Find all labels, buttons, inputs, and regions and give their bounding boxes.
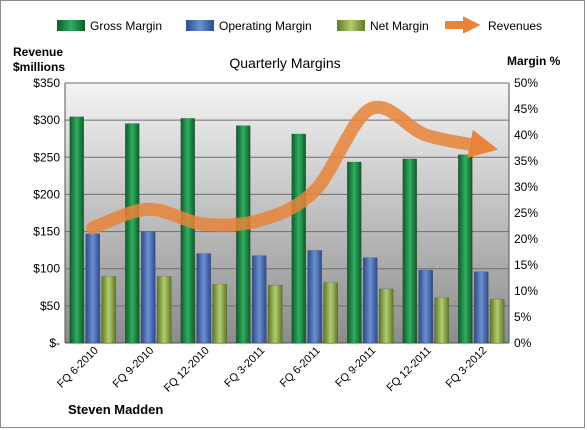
x-tick-label: FQ 3-2011	[222, 345, 267, 390]
bar-net-margin	[268, 285, 283, 344]
bar-gross-margin	[291, 133, 306, 344]
left-axis-title-line1: Revenue	[13, 45, 63, 59]
bar-gross-margin	[347, 161, 362, 344]
right-axis-ticks: 0% 5% 10% 15% 20% 25% 30% 35% 40% 45% 50%	[514, 76, 538, 350]
bar-operating-margin	[252, 255, 267, 344]
legend-item-revenues: Revenues	[445, 16, 542, 34]
legend-label-revenues: Revenues	[488, 19, 542, 33]
right-tick-label: 15%	[514, 258, 538, 272]
right-tick-label: 20%	[514, 232, 538, 246]
left-tick-label: $200	[33, 187, 60, 201]
left-tick-label: $150	[33, 225, 60, 239]
left-tick-label: $-	[49, 336, 60, 350]
x-tick-label: FQ 12-2010	[162, 345, 212, 395]
bar-net-margin	[323, 282, 338, 344]
bar-net-margin	[434, 297, 449, 344]
bar-operating-margin	[474, 271, 489, 344]
bar-operating-margin	[141, 231, 156, 344]
x-tick-label: FQ 9-2010	[111, 345, 157, 391]
chart-title: Quarterly Margins	[229, 55, 340, 71]
bar-operating-margin	[307, 250, 322, 344]
right-tick-label: 0%	[514, 336, 532, 350]
line-revenues	[86, 100, 499, 235]
bar-net-margin	[490, 299, 505, 344]
x-tick-label: FQ 12-2011	[384, 345, 433, 394]
bar-operating-margin	[418, 269, 433, 344]
left-axis-title-line2: $millions	[13, 60, 65, 74]
legend-label-net-margin: Net Margin	[370, 19, 429, 33]
bar-gross-margin	[402, 158, 417, 344]
left-tick-label: $250	[33, 150, 60, 164]
legend-label-gross-margin: Gross Margin	[90, 19, 162, 33]
legend-item-gross-margin: Gross Margin	[57, 19, 162, 33]
bar-net-margin	[101, 276, 116, 344]
x-tick-label: FQ 6-2010	[55, 345, 101, 391]
bar-gross-margin	[69, 116, 84, 344]
legend-label-operating-margin: Operating Margin	[219, 19, 312, 33]
legend-swatch-net-margin	[337, 20, 365, 31]
bar-net-margin	[212, 283, 227, 344]
right-tick-label: 50%	[514, 76, 538, 90]
bar-operating-margin	[196, 253, 211, 344]
right-tick-label: 35%	[514, 154, 538, 168]
right-axis-title: Margin %	[507, 54, 561, 68]
right-tick-label: 5%	[514, 310, 532, 324]
bar-net-margin	[379, 288, 394, 344]
bar-gross-margin	[180, 118, 195, 344]
footer-company-name: Steven Madden	[68, 402, 163, 417]
left-axis-ticks: $- $50 $100 $150 $200 $250 $300 $350	[33, 76, 60, 350]
bar-gross-margin	[458, 154, 473, 344]
x-axis-ticks: FQ 6-2010 FQ 9-2010 FQ 12-2010 FQ 3-2011 FQ …	[55, 345, 489, 395]
bar-operating-margin	[363, 257, 378, 344]
legend-swatch-gross-margin	[57, 20, 85, 31]
left-tick-label: $100	[33, 262, 60, 276]
right-tick-label: 45%	[514, 102, 538, 116]
bar-net-margin	[157, 276, 172, 344]
left-tick-label: $50	[40, 299, 60, 313]
legend-item-net-margin: Net Margin	[337, 19, 429, 33]
right-tick-label: 10%	[514, 284, 538, 298]
bar-gross-margin	[236, 125, 251, 344]
left-tick-label: $350	[33, 76, 60, 90]
legend: Gross Margin Operating Margin Net Margin…	[57, 16, 542, 34]
legend-swatch-operating-margin	[186, 20, 214, 31]
right-tick-label: 30%	[514, 180, 538, 194]
bar-gross-margin	[125, 123, 140, 344]
legend-item-operating-margin: Operating Margin	[186, 19, 312, 33]
x-tick-label: FQ 9-2011	[333, 345, 378, 390]
left-tick-label: $300	[33, 113, 60, 127]
bar-operating-margin	[85, 233, 100, 344]
x-tick-label: FQ 6-2011	[278, 345, 323, 390]
x-tick-label: FQ 3-2012	[444, 345, 490, 391]
right-tick-label: 40%	[514, 128, 538, 142]
right-tick-label: 25%	[514, 206, 538, 220]
